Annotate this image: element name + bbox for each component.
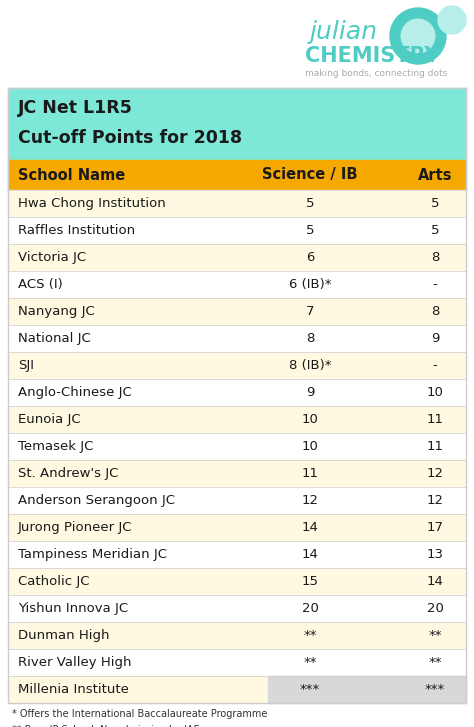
- Bar: [8, 406, 466, 433]
- Text: 7: 7: [306, 305, 314, 318]
- Text: 20: 20: [301, 602, 319, 615]
- Bar: [0, 0, 474, 88]
- Text: SJI: SJI: [18, 359, 34, 372]
- Text: ***: ***: [300, 683, 320, 696]
- Bar: [8, 460, 466, 487]
- Text: 8: 8: [306, 332, 314, 345]
- Text: Raffles Institution: Raffles Institution: [18, 224, 135, 237]
- Text: 14: 14: [301, 521, 319, 534]
- Text: 10: 10: [301, 413, 319, 426]
- Text: 6 (IB)*: 6 (IB)*: [289, 278, 331, 291]
- Text: National JC: National JC: [18, 332, 91, 345]
- Text: Eunoia JC: Eunoia JC: [18, 413, 81, 426]
- Text: -: -: [433, 359, 438, 372]
- Text: Cut-off Points for 2018: Cut-off Points for 2018: [18, 129, 242, 147]
- Text: School Name: School Name: [18, 167, 125, 182]
- Bar: [8, 595, 466, 622]
- Text: 5: 5: [306, 224, 314, 237]
- Bar: [268, 676, 466, 703]
- Text: 12: 12: [427, 467, 444, 480]
- Bar: [8, 487, 466, 514]
- Bar: [8, 622, 466, 649]
- Text: **: **: [428, 629, 442, 642]
- Bar: [8, 379, 466, 406]
- Text: 10: 10: [427, 386, 444, 399]
- Text: 9: 9: [431, 332, 439, 345]
- Text: Anglo-Chinese JC: Anglo-Chinese JC: [18, 386, 132, 399]
- Text: 5: 5: [431, 224, 439, 237]
- Text: 8: 8: [431, 251, 439, 264]
- Bar: [8, 541, 466, 568]
- Text: Nanyang JC: Nanyang JC: [18, 305, 95, 318]
- Text: ACS (I): ACS (I): [18, 278, 63, 291]
- Text: * Offers the International Baccalaureate Programme: * Offers the International Baccalaureate…: [12, 709, 267, 719]
- Text: 8: 8: [431, 305, 439, 318]
- Text: **: **: [428, 656, 442, 669]
- Bar: [8, 217, 466, 244]
- Circle shape: [390, 8, 446, 64]
- Bar: [8, 676, 466, 703]
- Text: Yishun Innova JC: Yishun Innova JC: [18, 602, 128, 615]
- Text: Tampiness Meridian JC: Tampiness Meridian JC: [18, 548, 167, 561]
- Text: River Valley High: River Valley High: [18, 656, 131, 669]
- Bar: [8, 352, 466, 379]
- Text: Catholic JC: Catholic JC: [18, 575, 90, 588]
- Text: CHEMISTRY: CHEMISTRY: [305, 46, 439, 66]
- Bar: [8, 514, 466, 541]
- Bar: [8, 160, 466, 190]
- Text: Science / IB: Science / IB: [262, 167, 358, 182]
- Bar: [8, 88, 466, 703]
- Bar: [8, 433, 466, 460]
- Text: 6: 6: [306, 251, 314, 264]
- Text: ***: ***: [425, 683, 445, 696]
- Text: 17: 17: [427, 521, 444, 534]
- Text: Jurong Pioneer JC: Jurong Pioneer JC: [18, 521, 133, 534]
- Text: 11: 11: [427, 440, 444, 453]
- Text: Millenia Institute: Millenia Institute: [18, 683, 129, 696]
- Text: 15: 15: [301, 575, 319, 588]
- Text: making bonds, connecting dots: making bonds, connecting dots: [305, 70, 447, 79]
- Bar: [8, 649, 466, 676]
- Text: **: **: [303, 656, 317, 669]
- Text: 10: 10: [301, 440, 319, 453]
- Text: **: **: [303, 629, 317, 642]
- Text: 11: 11: [427, 413, 444, 426]
- Bar: [8, 88, 466, 160]
- Text: 20: 20: [427, 602, 444, 615]
- Text: 5: 5: [306, 197, 314, 210]
- Text: 8 (IB)*: 8 (IB)*: [289, 359, 331, 372]
- Text: Hwa Chong Institution: Hwa Chong Institution: [18, 197, 166, 210]
- Text: 13: 13: [427, 548, 444, 561]
- Bar: [8, 568, 466, 595]
- Bar: [8, 325, 466, 352]
- Text: 12: 12: [301, 494, 319, 507]
- Text: JC Net L1R5: JC Net L1R5: [18, 99, 133, 117]
- Text: Victoria JC: Victoria JC: [18, 251, 86, 264]
- Text: 5: 5: [431, 197, 439, 210]
- Text: Anderson Serangoon JC: Anderson Serangoon JC: [18, 494, 175, 507]
- Text: 12: 12: [427, 494, 444, 507]
- Text: Arts: Arts: [418, 167, 452, 182]
- Bar: [8, 298, 466, 325]
- Bar: [8, 190, 466, 217]
- Text: 9: 9: [306, 386, 314, 399]
- Circle shape: [438, 6, 466, 34]
- Text: Temasek JC: Temasek JC: [18, 440, 93, 453]
- Text: 14: 14: [427, 575, 444, 588]
- Text: Dunman High: Dunman High: [18, 629, 109, 642]
- Text: 11: 11: [301, 467, 319, 480]
- Text: -: -: [433, 278, 438, 291]
- Text: ** Pure IP School. No admission by JAE: ** Pure IP School. No admission by JAE: [12, 725, 200, 727]
- Bar: [8, 271, 466, 298]
- Text: St. Andrew's JC: St. Andrew's JC: [18, 467, 118, 480]
- Text: 14: 14: [301, 548, 319, 561]
- Bar: [8, 244, 466, 271]
- Circle shape: [401, 19, 435, 53]
- Text: julian: julian: [310, 20, 378, 44]
